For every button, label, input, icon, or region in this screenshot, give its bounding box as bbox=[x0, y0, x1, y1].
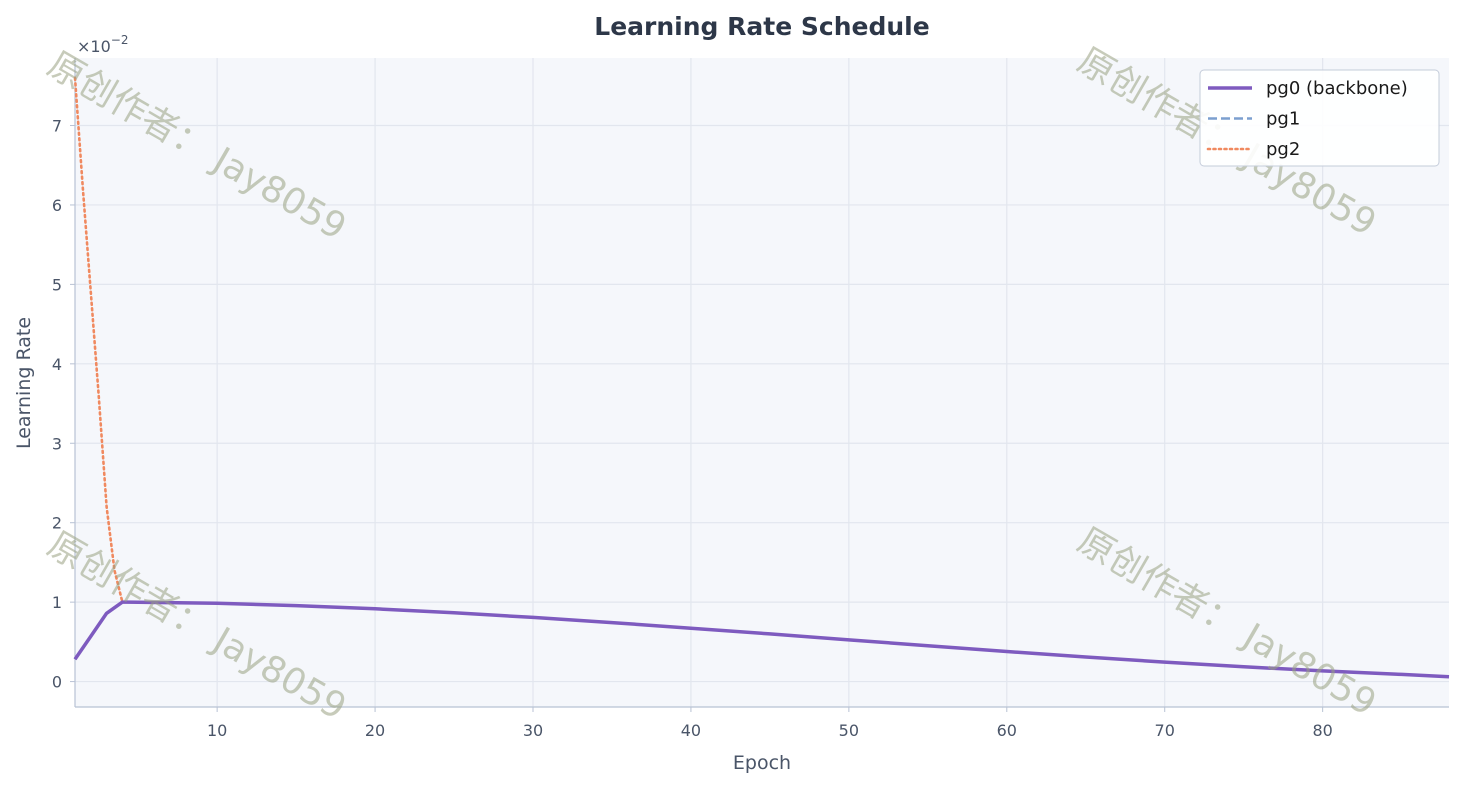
y-offset-base: ×10 bbox=[77, 37, 111, 56]
x-tick-label: 50 bbox=[839, 721, 859, 740]
y-tick-label: 2 bbox=[52, 514, 62, 533]
y-tick-label: 5 bbox=[52, 275, 62, 294]
x-tick-label: 70 bbox=[1155, 721, 1175, 740]
series-lines bbox=[73, 76, 1450, 679]
legend-label: pg1 bbox=[1266, 109, 1300, 130]
series-line-pg0 bbox=[73, 600, 1450, 679]
x-tick-label: 40 bbox=[681, 721, 701, 740]
x-tick-label: 10 bbox=[207, 721, 227, 740]
x-tick-label: 60 bbox=[997, 721, 1017, 740]
legend-box bbox=[1199, 69, 1440, 167]
x-tick-label: 30 bbox=[523, 721, 543, 740]
series-line-pg2 bbox=[73, 76, 124, 604]
legend: pg0 (backbone) pg1 pg2 bbox=[1199, 69, 1440, 167]
legend-label: pg2 bbox=[1266, 139, 1300, 160]
y-offset-text: ×10−2 bbox=[77, 33, 128, 56]
y-tick-label: 7 bbox=[52, 117, 62, 136]
y-axis-label: Learning Rate bbox=[13, 317, 35, 449]
y-tick-label: 6 bbox=[52, 196, 62, 215]
y-tick-label: 4 bbox=[52, 355, 62, 374]
x-tick-label: 20 bbox=[365, 721, 385, 740]
legend-label: pg0 (backbone) bbox=[1266, 78, 1408, 99]
chart-title: Learning Rate Schedule bbox=[594, 12, 929, 41]
y-tick-label: 1 bbox=[52, 593, 62, 612]
axis-ticks: 10 20 30 40 50 60 70 80 0 1 2 3 4 5 6 7 bbox=[52, 117, 1333, 740]
y-tick-label: 0 bbox=[52, 673, 62, 692]
x-axis-label: Epoch bbox=[733, 752, 791, 774]
x-tick-label: 80 bbox=[1312, 721, 1332, 740]
y-tick-label: 3 bbox=[52, 434, 62, 453]
y-offset-exponent: −2 bbox=[111, 33, 129, 47]
